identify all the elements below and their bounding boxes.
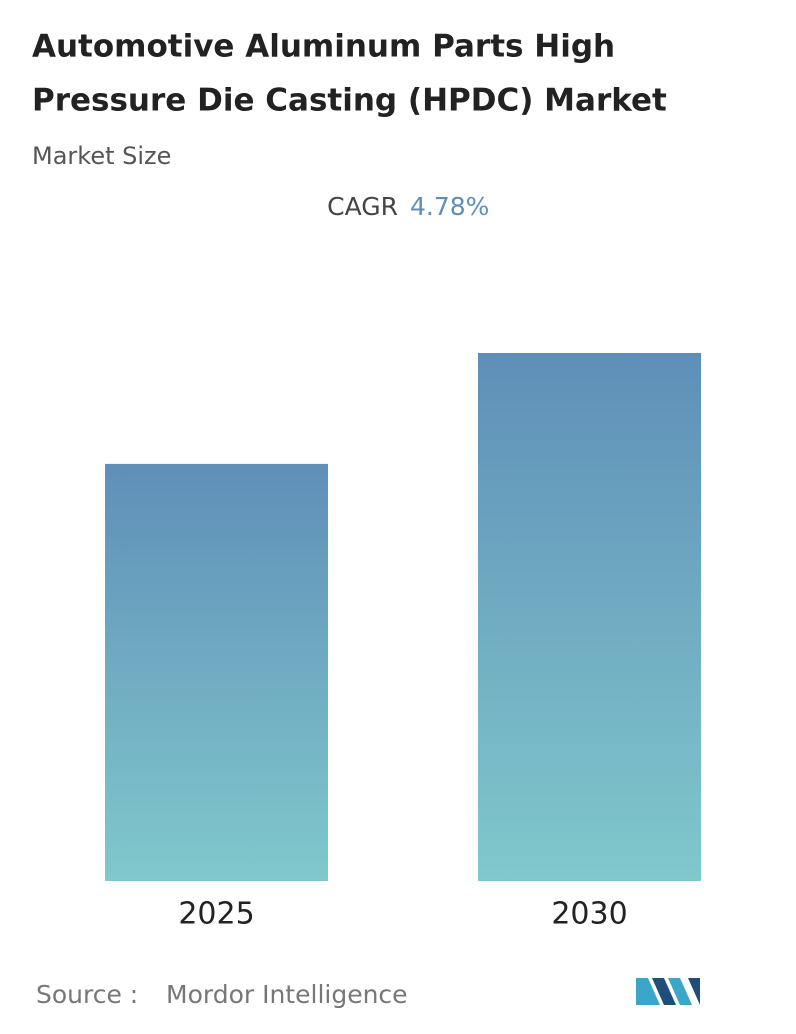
cagr-value: 4.78% — [410, 192, 489, 221]
source: Mordor Intelligence — [166, 980, 408, 1009]
chart-subtitle: Market Size — [32, 142, 171, 170]
x-tick-label: 2025 — [178, 897, 254, 932]
cagr-label: CAGR — [327, 192, 398, 221]
chart-title: Pressure Die Casting (HPDC) Market — [32, 83, 667, 119]
logo — [636, 978, 700, 1005]
bar — [105, 463, 328, 881]
bar — [478, 353, 701, 881]
x-tick-label: 2030 — [551, 897, 627, 932]
source-label: Source : — [36, 980, 138, 1009]
chart-title: Automotive Aluminum Parts High — [32, 29, 615, 65]
